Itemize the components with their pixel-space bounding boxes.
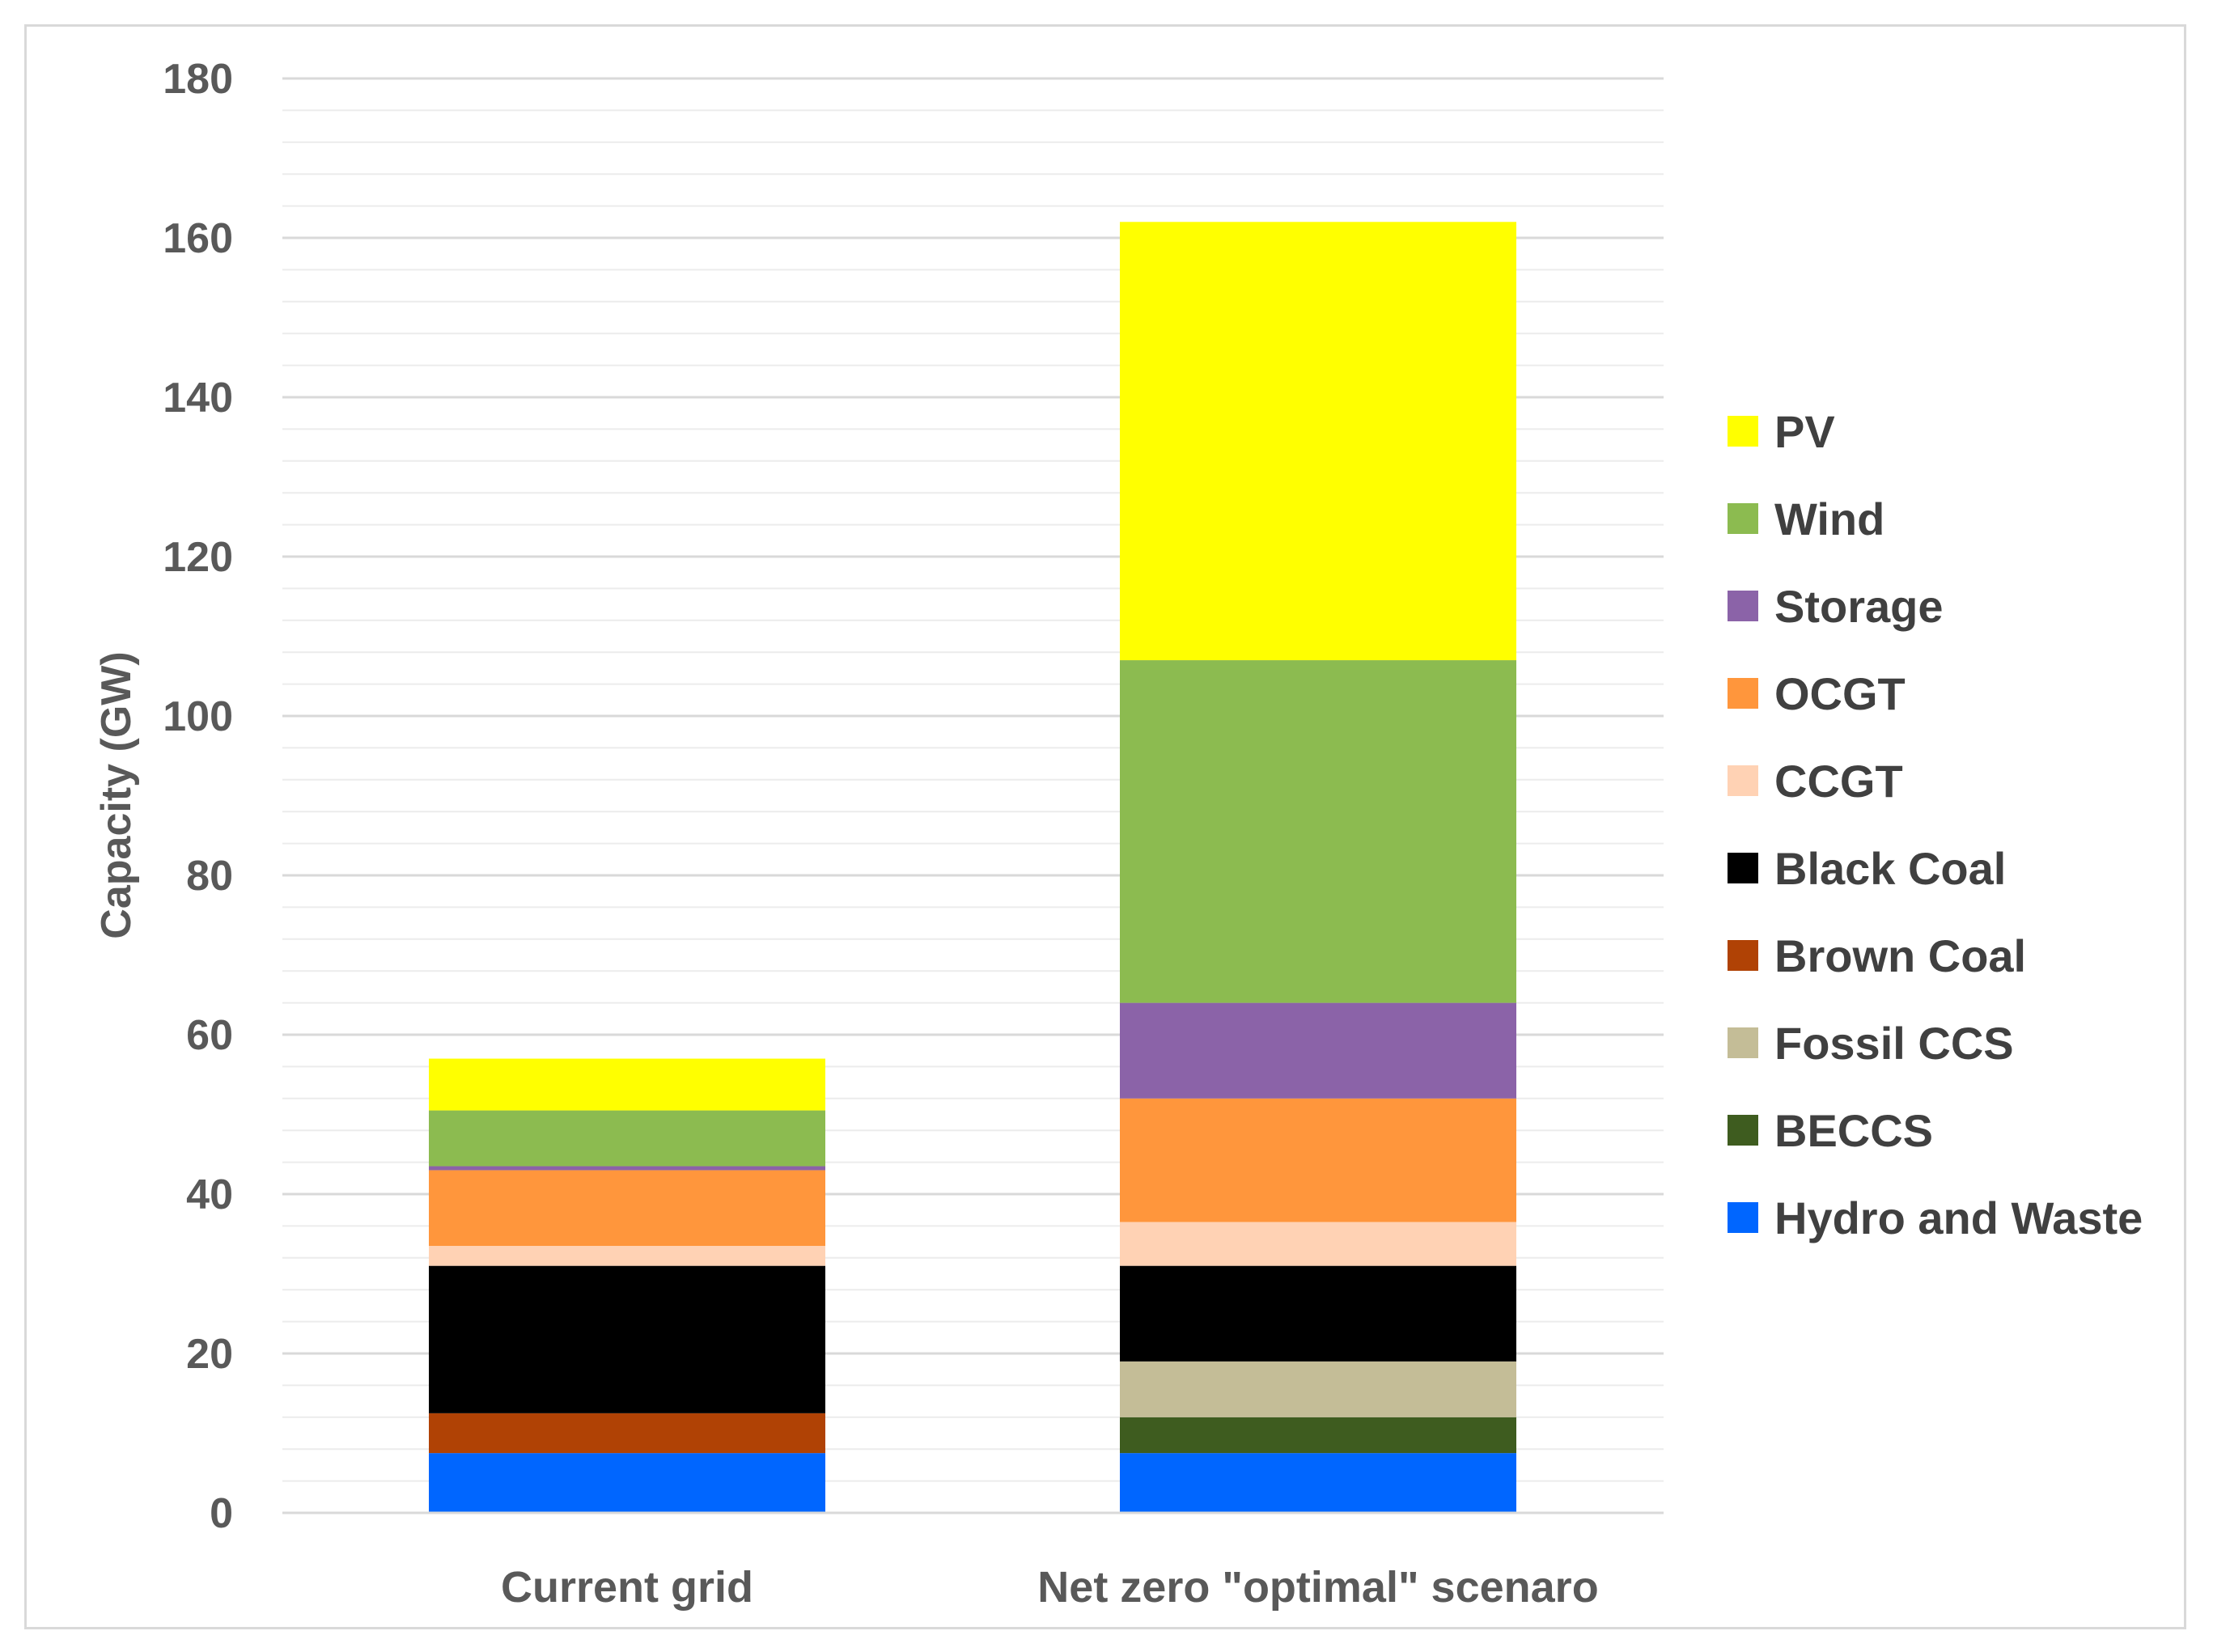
y-tick-label: 20: [186, 1331, 233, 1378]
legend-swatch-pv: [1728, 416, 1758, 447]
legend-label-storage: Storage: [1774, 581, 1944, 632]
y-tick-label: 140: [163, 375, 233, 421]
legend-label-ccgt: CCGT: [1774, 756, 1903, 807]
bar-segment-brown-coal: [429, 1413, 825, 1454]
chart-frame: 0 20 40 60 80 100 120 140 160 180 Current grid Net…: [24, 24, 2186, 1629]
y-tick-label: 80: [186, 853, 233, 900]
legend-swatch-ocgt: [1728, 678, 1758, 709]
bar-segment-fossil-ccs: [1120, 1361, 1516, 1417]
legend-label-ocgt: OCGT: [1774, 668, 1906, 719]
bar-segment-wind: [1120, 660, 1516, 1003]
y-tick-label: 160: [163, 215, 233, 262]
bar-segment-black-coal: [429, 1265, 825, 1413]
legend-label-hydro-and-waste: Hydro and Waste: [1774, 1192, 2143, 1243]
y-tick-label: 0: [210, 1490, 233, 1537]
legend-swatch-storage: [1728, 591, 1758, 621]
legend-label-pv: PV: [1774, 406, 1835, 457]
bar-segment-storage: [1120, 1002, 1516, 1099]
y-tick-label: 120: [163, 534, 233, 581]
legend-swatch-ccgt: [1728, 765, 1758, 796]
y-tick-label: 40: [186, 1171, 233, 1218]
bar-segment-beccs: [1120, 1417, 1516, 1454]
y-tick-label: 180: [163, 56, 233, 103]
x-axis-categories: Current grid Net zero "optimal" scenaro: [501, 1563, 1599, 1612]
bars: [282, 222, 1664, 1514]
legend-label-wind: Wind: [1774, 493, 1884, 544]
bar-segment-hydro-and-waste: [1120, 1453, 1516, 1513]
bar-segment-wind: [429, 1110, 825, 1167]
bar-segment-storage: [429, 1166, 825, 1171]
x-category-label: Net zero "optimal" scenaro: [1037, 1563, 1598, 1612]
bar-segment-ocgt: [429, 1170, 825, 1247]
legend-swatch-beccs: [1728, 1115, 1758, 1146]
bar-segment-pv: [1120, 222, 1516, 661]
y-axis-ticks: 0 20 40 60 80 100 120 140 160 180: [163, 56, 233, 1537]
y-tick-label: 100: [163, 693, 233, 740]
legend-label-beccs: BECCS: [1774, 1105, 1933, 1156]
stacked-bar-chart: 0 20 40 60 80 100 120 140 160 180 Current grid Net…: [93, 56, 2143, 1612]
bar-segment-ocgt: [1120, 1098, 1516, 1222]
bar-segment-black-coal: [1120, 1265, 1516, 1362]
legend-swatch-wind: [1728, 503, 1758, 534]
bar-segment-hydro-and-waste: [429, 1453, 825, 1513]
legend-label-fossil-ccs: Fossil CCS: [1774, 1018, 2014, 1069]
bar-segment-ccgt: [429, 1246, 825, 1266]
legend-label-brown-coal: Brown Coal: [1774, 930, 2026, 981]
y-axis-title: Capacity (GW): [93, 651, 140, 938]
legend-swatch-fossil-ccs: [1728, 1027, 1758, 1058]
legend-swatch-brown-coal: [1728, 940, 1758, 971]
legend-swatch-hydro-and-waste: [1728, 1202, 1758, 1233]
x-category-label: Current grid: [501, 1563, 753, 1612]
legend-swatch-black-coal: [1728, 853, 1758, 883]
y-tick-label: 60: [186, 1012, 233, 1059]
legend: PV Wind Storage OCGT CCGT Black Coal Brown Coa…: [1728, 406, 2143, 1243]
legend-label-black-coal: Black Coal: [1774, 843, 2006, 894]
bar-segment-ccgt: [1120, 1222, 1516, 1266]
bar-segment-pv: [429, 1058, 825, 1111]
